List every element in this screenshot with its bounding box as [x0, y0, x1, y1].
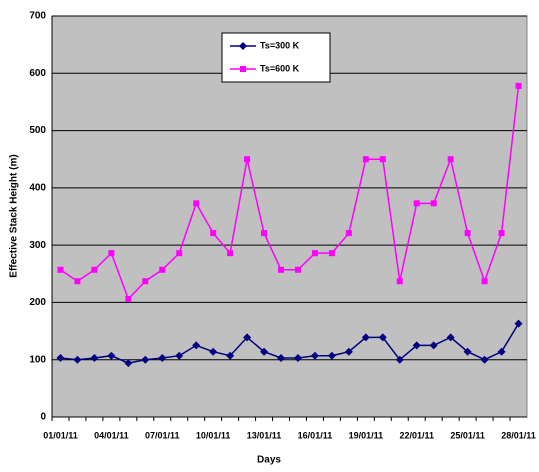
x-tick-label: 25/01/11 [450, 430, 485, 440]
y-tick-label: 100 [29, 354, 46, 365]
marker [430, 200, 437, 207]
marker [90, 353, 99, 362]
marker [107, 351, 116, 360]
x-tick-label: 01/01/11 [43, 430, 78, 440]
x-tick-label: 19/01/11 [349, 430, 384, 440]
marker [226, 351, 235, 360]
marker [379, 156, 386, 163]
legend-label: Ts=300 K [260, 40, 300, 50]
marker [327, 351, 336, 360]
marker [56, 353, 65, 362]
y-tick-label: 600 [29, 68, 46, 79]
marker [159, 266, 166, 273]
marker [176, 250, 183, 257]
marker [158, 353, 167, 362]
x-tick-label: 22/01/11 [399, 430, 434, 440]
marker [396, 278, 403, 285]
marker [209, 347, 218, 356]
marker [227, 250, 234, 257]
marker [311, 250, 318, 257]
marker [310, 351, 319, 360]
y-tick-label: 0 [40, 412, 46, 423]
marker [429, 341, 438, 350]
marker [413, 200, 420, 207]
marker [515, 82, 522, 89]
marker [412, 341, 421, 350]
x-tick-label: 16/01/11 [298, 430, 333, 440]
marker [125, 295, 132, 302]
legend: Ts=300 K Ts=600 K [221, 32, 331, 83]
marker [344, 347, 353, 356]
series-line [60, 323, 520, 364]
marker [57, 266, 64, 273]
marker [193, 200, 200, 207]
marker [293, 353, 302, 362]
marker [480, 355, 489, 364]
marker [362, 156, 369, 163]
marker [463, 347, 472, 356]
marker [175, 351, 184, 360]
y-tick-label: 500 [29, 125, 46, 136]
marker [277, 353, 286, 362]
marker [74, 278, 81, 285]
marker [141, 355, 150, 364]
marker [192, 341, 201, 350]
series-line [60, 85, 520, 301]
x-tick-label: 13/01/11 [247, 430, 282, 440]
marker [244, 156, 251, 163]
marker [294, 266, 301, 273]
legend-marker [240, 66, 246, 72]
marker [73, 355, 82, 364]
x-tick-label: 28/01/11 [501, 430, 536, 440]
marker [91, 266, 98, 273]
legend-box [221, 32, 331, 83]
marker [108, 250, 115, 257]
marker [497, 347, 506, 356]
marker [378, 333, 387, 342]
marker [124, 359, 133, 368]
marker [481, 278, 488, 285]
x-tick-label: 10/01/11 [196, 430, 231, 440]
plot-area [51, 15, 528, 418]
y-axis-label: Effective Stack Height (m) [9, 154, 20, 277]
y-tick-label: 400 [29, 182, 46, 193]
y-tick-label: 700 [29, 11, 46, 22]
marker [498, 230, 505, 237]
marker [278, 266, 285, 273]
marker [464, 230, 471, 237]
y-tick-label: 300 [29, 240, 46, 251]
marker [261, 230, 268, 237]
legend-label: Ts=600 K [260, 63, 300, 73]
x-axis-label: Days [257, 455, 281, 466]
marker [514, 319, 523, 328]
marker [345, 230, 352, 237]
marker [395, 355, 404, 364]
marker [243, 333, 252, 342]
marker [260, 347, 269, 356]
x-tick-label: 04/01/11 [94, 430, 129, 440]
marker [210, 230, 217, 237]
marker [446, 333, 455, 342]
marker [328, 250, 335, 257]
marker [447, 156, 454, 163]
marker [361, 333, 370, 342]
x-tick-label: 07/01/11 [145, 430, 180, 440]
marker [142, 278, 149, 285]
y-tick-label: 200 [29, 297, 46, 308]
legend-marker [239, 42, 247, 50]
